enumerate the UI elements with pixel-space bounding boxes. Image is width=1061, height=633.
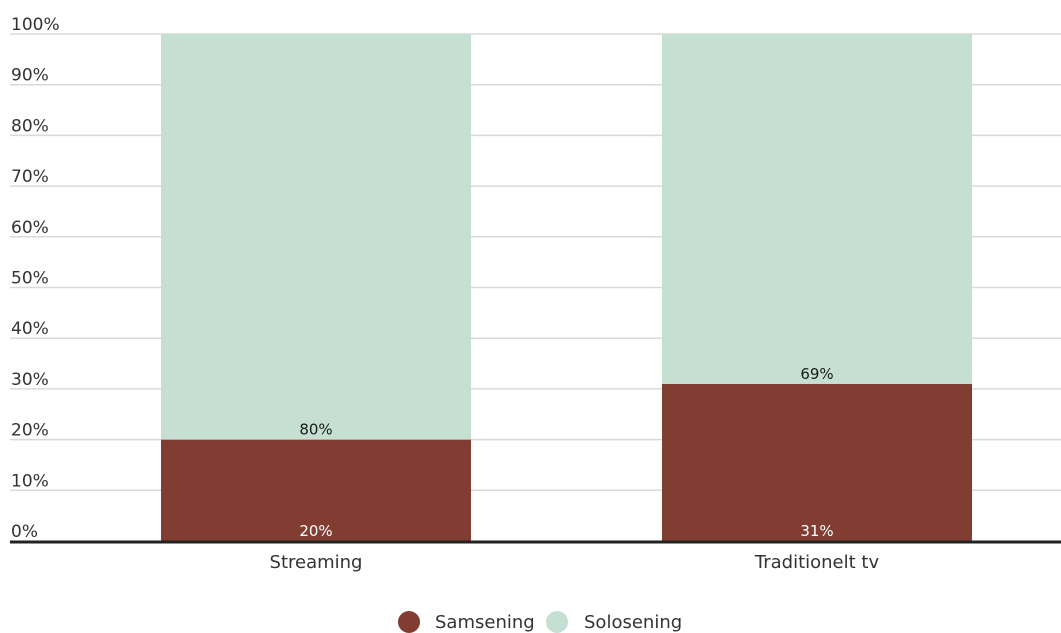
axis-layer: 0% 10% 20% 30% 40% 50% 60% 70% 80% 90% 100% Streami… bbox=[10, 15, 1061, 573]
y-tick-label: 50% bbox=[11, 269, 49, 289]
legend-swatch bbox=[398, 611, 420, 633]
data-label: 31% bbox=[800, 522, 833, 540]
data-label: 20% bbox=[299, 522, 332, 540]
data-label: 69% bbox=[800, 365, 833, 383]
data-labels-layer: 20% 80% 31% 69% bbox=[299, 365, 833, 540]
y-tick-label: 60% bbox=[11, 218, 49, 238]
y-tick-label: 40% bbox=[11, 319, 49, 339]
y-tick-label: 80% bbox=[11, 116, 49, 136]
legend: Samsening Solosening bbox=[398, 611, 682, 633]
bar-segment bbox=[662, 383, 972, 541]
y-tick-label: 30% bbox=[11, 370, 49, 390]
bar-segment bbox=[161, 439, 471, 541]
y-tick-label: 20% bbox=[11, 421, 49, 441]
legend-swatch bbox=[546, 611, 568, 633]
y-tick-label: 70% bbox=[11, 167, 49, 187]
bar-segment bbox=[662, 34, 972, 384]
x-category-label: Streaming bbox=[270, 552, 363, 573]
y-tick-label: 90% bbox=[11, 66, 49, 86]
bar-segment bbox=[161, 34, 471, 440]
y-tick-label: 0% bbox=[11, 522, 38, 542]
y-tick-label: 100% bbox=[11, 15, 60, 35]
bars-layer bbox=[161, 34, 972, 541]
x-category-label: Traditionelt tv bbox=[754, 552, 880, 573]
data-label: 80% bbox=[299, 421, 332, 439]
legend-label: Solosening bbox=[584, 612, 682, 633]
legend-label: Samsening bbox=[435, 612, 535, 633]
y-tick-label: 10% bbox=[11, 471, 49, 491]
